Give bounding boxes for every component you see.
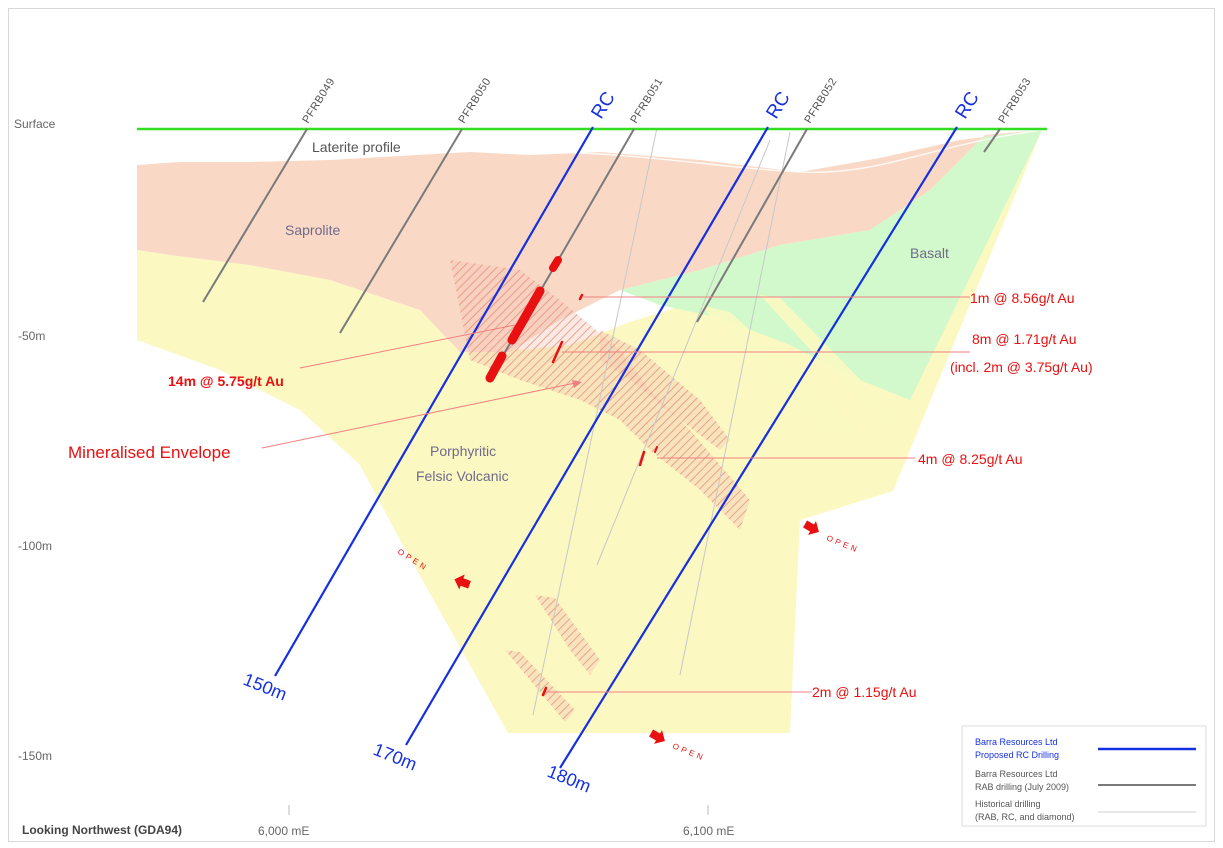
view-direction-label: Looking Northwest (GDA94) bbox=[22, 823, 182, 837]
mineralised-envelope-zone bbox=[505, 650, 575, 722]
mineralised-envelope-label: Mineralised Envelope bbox=[68, 443, 231, 462]
leader-lines bbox=[261, 296, 970, 693]
legend-rab-line1: Barra Resources Ltd bbox=[975, 769, 1058, 779]
open-arrow-right bbox=[803, 520, 819, 535]
easting-label-6000: 6,000 mE bbox=[258, 824, 309, 838]
rab-drillholes bbox=[202, 128, 1001, 379]
pfrb053-label: PFRB053 bbox=[996, 76, 1033, 126]
porphyritic-label: Porphyritic bbox=[430, 443, 496, 459]
rc-depth-170: 170m bbox=[371, 739, 420, 774]
basalt-unit bbox=[620, 130, 1042, 400]
laterite-saprolite-unit bbox=[137, 130, 1042, 352]
pfrb050-label: PFRB050 bbox=[456, 76, 493, 126]
felsic-volcanic-label: Felsic Volcanic bbox=[416, 468, 509, 484]
depth-label-50: -50m bbox=[18, 329, 45, 343]
rc-label-1: RC bbox=[587, 88, 619, 122]
envelope-arrowhead bbox=[572, 380, 582, 388]
intercept-label-2b: (incl. 2m @ 3.75g/t Au) bbox=[950, 359, 1093, 375]
legend: Barra Resources Ltd Proposed RC Drilling… bbox=[961, 725, 1207, 827]
drillhole-pfrb049 bbox=[202, 128, 308, 303]
legend-rab-line2: RAB drilling (July 2009) bbox=[975, 782, 1069, 792]
open-label-bottom: OPEN bbox=[671, 742, 707, 763]
proposed-rc-drillholes bbox=[274, 126, 958, 769]
drillhole-pfrb052 bbox=[696, 128, 808, 323]
basalt-stripe bbox=[700, 305, 860, 440]
drillhole-pfrb050 bbox=[339, 128, 463, 334]
rc-depth-180: 180m bbox=[545, 761, 594, 796]
open-arrow-left bbox=[454, 574, 471, 590]
pfrb051-label: PFRB051 bbox=[628, 76, 665, 126]
depth-label-100: -100m bbox=[18, 539, 52, 553]
rc-hole-3 bbox=[559, 126, 958, 769]
saprolite-label: Saprolite bbox=[285, 222, 340, 238]
legend-proposed-line1: Barra Resources Ltd bbox=[975, 737, 1058, 747]
open-arrow-bottom bbox=[649, 729, 665, 744]
pfrb049-label: PFRB049 bbox=[300, 76, 337, 126]
depth-label-surface: Surface bbox=[14, 117, 56, 131]
intercept-marks bbox=[485, 256, 658, 697]
mineralised-envelope-zone bbox=[450, 260, 750, 530]
rc-label-2: RC bbox=[762, 88, 794, 122]
mineralised-envelope-zone bbox=[535, 595, 600, 675]
saprolite-boundary bbox=[136, 129, 1043, 174]
open-label-right: OPEN bbox=[825, 534, 861, 555]
rc-hole-2 bbox=[405, 126, 769, 746]
depth-label-150: -150m bbox=[18, 749, 52, 763]
laterite-label: Laterite profile bbox=[312, 139, 401, 155]
rc-label-3: RC bbox=[951, 88, 983, 122]
legend-proposed-line2: Proposed RC Drilling bbox=[975, 750, 1059, 760]
intercept-label-2a: 8m @ 1.71g/t Au bbox=[972, 331, 1077, 347]
legend-historical-line2: (RAB, RC, and diamond) bbox=[975, 812, 1075, 822]
basalt-label: Basalt bbox=[910, 245, 949, 261]
intercept-label-4: 4m @ 8.25g/t Au bbox=[918, 451, 1023, 467]
intercept-label-3: 14m @ 5.75g/t Au bbox=[168, 373, 284, 389]
pfrb052-label: PFRB052 bbox=[802, 76, 839, 126]
rc-depth-150: 150m bbox=[241, 669, 290, 704]
intercept-label-1: 1m @ 8.56g/t Au bbox=[970, 290, 1075, 306]
drillhole-pfrb053 bbox=[983, 128, 1001, 153]
intercept-label-5: 2m @ 1.15g/t Au bbox=[812, 684, 917, 700]
legend-historical-line1: Historical drilling bbox=[975, 799, 1041, 809]
basalt-stripe bbox=[760, 295, 900, 425]
easting-label-6100: 6,100 mE bbox=[683, 824, 734, 838]
rc-hole-1 bbox=[274, 126, 594, 677]
